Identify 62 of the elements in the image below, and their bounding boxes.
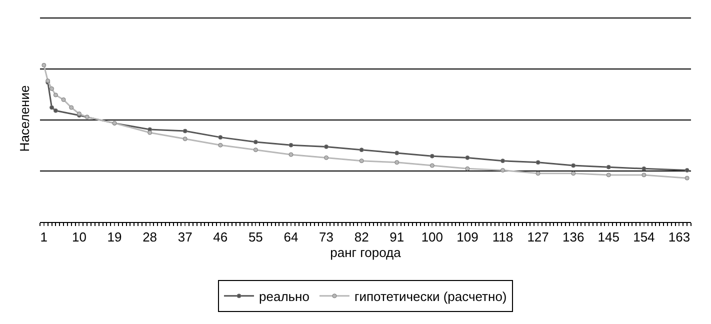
point (53, 92, 58, 98)
point (253, 148, 258, 152)
x-tick-label: 163 (668, 230, 690, 245)
x-tick-label: 19 (107, 230, 122, 245)
point (430, 154, 434, 158)
point (500, 158, 506, 164)
point (42, 62, 46, 68)
x-tick-label: 136 (562, 230, 584, 245)
point (684, 168, 690, 172)
legend-label: гипотетически (расчетно) (354, 288, 507, 304)
point (288, 142, 294, 148)
point (324, 144, 329, 149)
point (324, 155, 329, 160)
point (394, 160, 400, 165)
x-tick-label: 91 (390, 230, 404, 245)
point (53, 108, 58, 113)
point (218, 135, 223, 140)
point (288, 152, 294, 157)
point (218, 142, 223, 148)
point (536, 160, 540, 165)
point (465, 166, 470, 171)
point (642, 166, 646, 171)
point (536, 171, 540, 176)
x-tick-label: 154 (633, 230, 655, 245)
point (465, 155, 470, 160)
x-tick-label: 127 (527, 230, 549, 245)
point (61, 97, 66, 102)
x-tick-label: 109 (456, 230, 478, 245)
point (69, 105, 74, 110)
x-tick-label: 64 (284, 230, 298, 245)
point (571, 163, 576, 168)
x-tick-label: 100 (421, 230, 444, 245)
point (50, 86, 54, 91)
point (182, 128, 188, 134)
point (148, 130, 152, 135)
x-tick-label: 10 (72, 230, 86, 245)
point (359, 158, 364, 164)
x-tick-label: 46 (213, 230, 228, 245)
x-tick-label: 145 (598, 230, 620, 245)
x-tick-label: 118 (492, 230, 514, 245)
point (430, 163, 434, 168)
x-axis-title: ранг города (330, 245, 402, 260)
x-tick-label: 37 (178, 230, 192, 245)
point (50, 105, 54, 110)
y-axis-title: Население (16, 85, 32, 152)
point (684, 176, 690, 180)
point (642, 172, 646, 178)
x-tick-label: 82 (354, 230, 369, 245)
point (500, 168, 506, 172)
point (84, 114, 90, 120)
point (359, 148, 364, 152)
point (182, 136, 188, 142)
x-tick-label: 73 (319, 230, 334, 245)
point (394, 150, 400, 156)
point (606, 172, 611, 178)
point (606, 164, 611, 170)
point (571, 171, 576, 176)
x-tick-label: 1 (40, 230, 48, 245)
point (253, 140, 258, 144)
legend-label: реально (259, 288, 310, 304)
x-tick-label: 28 (142, 230, 158, 245)
x-tick-label: 55 (248, 230, 263, 245)
